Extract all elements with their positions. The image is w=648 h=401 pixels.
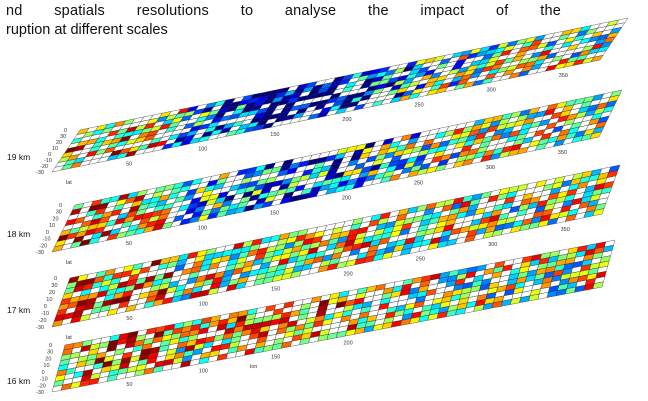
lon-tick-label: 200 [342,196,351,202]
lon-tick-label: 350 [561,227,570,233]
lon-tick-label: 100 [198,147,207,153]
lon-tick-label: 250 [414,180,423,186]
altitude-label-17km: 17 km [7,305,31,315]
grid-cell [592,208,605,217]
lon-tick-label: 150 [271,355,280,361]
lat-tick-label: 30 [60,134,66,140]
paragraph-line-1: nd spatials resolutions to analyse the i… [6,3,561,19]
lon-tick-label: 200 [342,117,351,123]
lon-tick-label: 50 [126,316,132,322]
altitude-label-18km: 18 km [7,229,31,239]
grid-cell [589,131,602,140]
lon-tick-label: 350 [558,150,567,156]
lat-tick-label: -10 [43,237,51,243]
lat-tick-label: 30 [56,210,62,216]
lat-tick-label: -10 [40,377,48,383]
lat-tick-label: 0 [44,304,47,310]
lon-tick-label: 50 [126,241,132,247]
lat-tick-label: -20 [38,383,46,389]
lat-tick-label: 10 [43,363,49,369]
lat-tick-label: 0 [64,128,67,134]
lat-tick-label: 0 [54,276,57,282]
lat-tick-label: -30 [36,250,44,256]
lat-tick-label: 0 [48,152,51,158]
lat-tick-label: 0 [46,230,49,236]
lon-tick-label: 50 [126,382,132,388]
lat-tick-label: 30 [47,350,53,356]
grid-cell [590,55,604,63]
lat-axis-label: lat [66,260,72,266]
lon-tick-label: 300 [487,88,496,94]
lat-tick-label: -20 [39,243,47,249]
lat-tick-label: -10 [44,158,52,164]
lon-tick-label: 200 [344,272,353,278]
lat-tick-label: -10 [41,311,49,317]
grid-cell [51,319,64,328]
lat-tick-label: 0 [49,343,52,349]
lon-tick-label: 300 [486,165,495,171]
lat-tick-label: -30 [36,390,44,396]
lon-tick-label: 250 [415,102,424,108]
lon-tick-label: 350 [559,73,568,79]
lon-tick-label: 200 [344,341,353,347]
lat-tick-label: 30 [51,283,57,289]
lon-axis-label: lon [250,364,257,370]
lat-axis-label: lat [66,335,72,341]
lat-tick-label: 20 [52,216,58,222]
grid-cell [592,281,604,290]
lon-tick-label: 150 [270,211,279,217]
lon-tick-label: 50 [126,161,132,167]
lat-tick-label: 20 [45,356,51,362]
lat-tick-label: 20 [56,140,62,146]
lon-tick-label: 300 [488,242,497,248]
lat-tick-label: -30 [36,170,44,176]
paragraph-line-2: ruption at different scales [6,22,168,38]
lat-tick-label: 0 [42,370,45,376]
altitude-label-16km: 16 km [7,376,31,386]
lat-tick-label: 20 [49,290,55,296]
description-paragraph: nd spatials resolutions to analyse the i… [6,2,566,40]
lat-tick-label: -20 [39,318,47,324]
lat-tick-label: 0 [59,203,62,209]
lat-tick-label: -30 [36,325,44,331]
lon-tick-label: 250 [416,257,425,263]
altitude-label-19km: 19 km [7,152,31,162]
lon-tick-label: 100 [199,368,208,374]
lat-tick-label: 10 [49,223,55,229]
lon-tick-label: 150 [271,286,280,292]
lon-tick-label: 100 [198,226,207,232]
lon-tick-label: 100 [199,301,208,307]
lat-tick-label: -20 [40,164,48,170]
lon-tick-label: 150 [270,132,279,138]
lat-tick-label: 10 [52,146,58,152]
lat-axis-label: lat [66,180,72,186]
lat-tick-label: 10 [46,297,52,303]
